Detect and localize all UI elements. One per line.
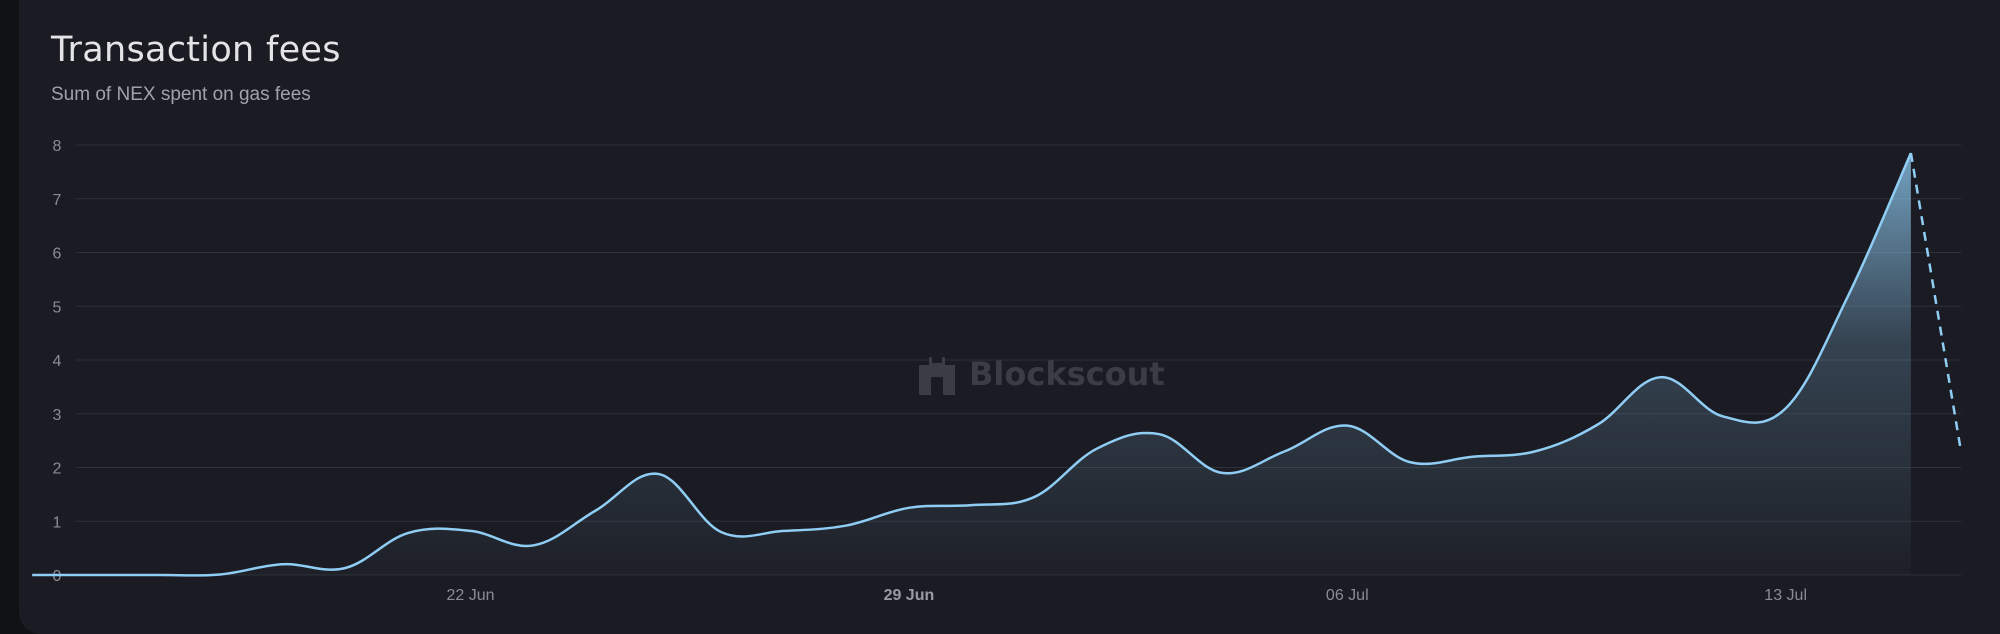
y-tick-label: 1 [53, 514, 62, 531]
watermark-text: Blockscout [969, 355, 1165, 393]
x-tick-label: 13 Jul [1764, 587, 1807, 604]
y-tick-label: 4 [53, 353, 62, 370]
y-tick-label: 5 [53, 299, 62, 316]
y-tick-label: 7 [53, 192, 62, 209]
chart-subtitle: Sum of NEX spent on gas fees [51, 84, 311, 105]
y-tick-label: 6 [53, 246, 62, 263]
grid-lines [76, 144, 1961, 576]
x-tick-label: 29 Jun [884, 587, 935, 604]
chart-title: Transaction fees [51, 30, 341, 70]
y-axis: 0 1 2 3 4 5 6 7 8 [53, 138, 62, 585]
series-line [32, 152, 1913, 577]
projection-line [1909, 152, 1963, 452]
x-tick-label: 22 Jun [447, 587, 495, 604]
y-tick-label: 0 [53, 568, 62, 585]
y-tick-label: 8 [53, 138, 62, 155]
area-fill [32, 153, 1911, 576]
x-axis: 22 Jun 29 Jun 06 Jul 13 Jul [447, 587, 1807, 604]
blockscout-logo-icon [919, 355, 955, 395]
watermark: Blockscout [919, 355, 1165, 395]
y-tick-label: 2 [53, 461, 62, 478]
x-tick-label: 06 Jul [1326, 587, 1369, 604]
y-tick-label: 3 [53, 407, 62, 424]
